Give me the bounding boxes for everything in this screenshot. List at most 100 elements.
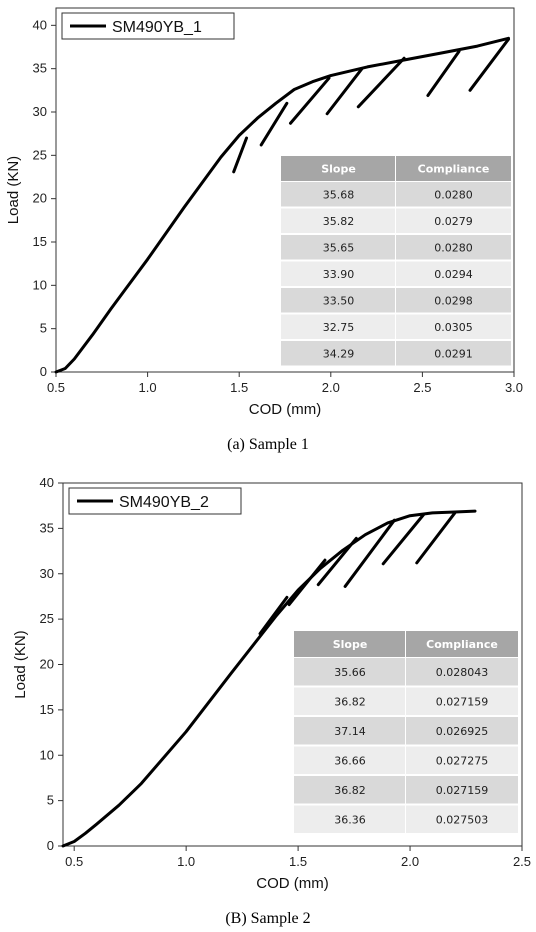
table-cell-compliance: 0.027159	[436, 784, 489, 797]
table-row-bg	[396, 235, 511, 260]
y-tick-label: 40	[33, 17, 47, 32]
table-header-cell-compliance	[396, 156, 511, 181]
chart-panel-sample-2: 0.5 1.0 1.5 2.0 2.5 0 5 10 15 20 25 30 35 40 COD (mm) L…	[0, 466, 536, 932]
unloading-segment-4	[343, 518, 396, 588]
table-cell-compliance: 0.0294	[434, 268, 473, 281]
x-axis-label: COD (mm)	[249, 401, 321, 418]
caption-sample-1: (a) Sample 1	[227, 436, 309, 453]
x-tick-label: 1.0	[177, 854, 195, 869]
x-tick-label: 1.5	[289, 854, 307, 869]
y-tick-label: 0	[40, 364, 47, 379]
table-header-cell-slope	[281, 156, 395, 181]
table-cell-compliance: 0.0280	[434, 188, 473, 201]
y-tick-label: 15	[33, 234, 47, 249]
table-row-bg	[294, 805, 405, 833]
unloading-segment-3	[316, 536, 358, 587]
x-tick-label: 3.0	[505, 380, 523, 395]
y-tick-label: 5	[40, 321, 47, 336]
table-cell-compliance: 0.0291	[434, 347, 473, 360]
table-row-bg	[396, 288, 511, 313]
y-tick-label: 30	[33, 104, 47, 119]
table-row-bg	[396, 261, 511, 286]
table-cell-slope: 36.82	[334, 695, 366, 708]
y-axis-label: Load (KN)	[5, 156, 22, 224]
y-tick-label: 30	[40, 566, 54, 581]
table-row-bg	[281, 314, 395, 339]
chart-panel-sample-1: 0.5 1.0 1.5 2.0 2.5 3.0 0 5 10 15 20 25 30 35 40 COD (m…	[5, 7, 523, 453]
table-cell-slope: 33.90	[323, 268, 355, 281]
table-cell-compliance: 0.027275	[436, 754, 489, 767]
table-cell-compliance: 0.0298	[434, 294, 473, 307]
table-row-bg	[406, 805, 518, 833]
table-cell-slope: 37.14	[334, 725, 366, 738]
y-tick-label: 20	[33, 191, 47, 206]
table-row-bg	[294, 717, 405, 745]
legend-label: SM490YB_1	[112, 19, 202, 36]
x-tick-label: 2.5	[413, 380, 431, 395]
y-tick-label: 25	[40, 611, 54, 626]
table-row-bg	[406, 687, 518, 715]
unloading-segment-6	[415, 511, 457, 565]
slope-compliance-table: Slope Compliance 35.66 0.028043 36.82 0.02715…	[294, 631, 518, 833]
table-cell-slope: 34.29	[323, 347, 355, 360]
y-tick-label: 20	[40, 657, 54, 672]
table-header-cell-slope	[294, 631, 405, 657]
table-row-bg	[281, 288, 395, 313]
table-row-bg	[396, 341, 511, 366]
legend: SM490YB_1	[61, 12, 235, 40]
table-row-bg	[294, 776, 405, 804]
table-row-bg	[281, 235, 395, 260]
y-tick-label: 0	[47, 838, 54, 853]
table-cell-slope: 35.82	[323, 215, 355, 228]
table-cell-slope: 32.75	[323, 321, 355, 334]
load-cod-chart-sample-1: 0.5 1.0 1.5 2.0 2.5 3.0 0 5 10 15 20 25 30 35 40 COD (m…	[5, 7, 523, 418]
table-cell-compliance: 0.027503	[436, 813, 489, 826]
x-axis-label: COD (mm)	[256, 875, 328, 892]
table-cell-slope: 35.65	[323, 241, 355, 254]
x-tick-label: 1.5	[230, 380, 248, 395]
y-tick-label: 10	[40, 747, 54, 762]
x-tick-label: 1.0	[139, 380, 157, 395]
series-line-SM490YB_2	[61, 509, 477, 848]
table-header-slope: Slope	[333, 638, 368, 651]
table-row-bg	[406, 776, 518, 804]
y-tick-label: 10	[33, 277, 47, 292]
table-cell-slope: 36.82	[334, 784, 366, 797]
unloading-segment-6	[426, 49, 461, 98]
table-row-bg	[396, 208, 511, 233]
table-header-compliance: Compliance	[426, 638, 498, 651]
table-row-bg	[406, 658, 518, 686]
unloading-segment-1	[232, 136, 249, 174]
table-cell-compliance: 0.0305	[434, 321, 473, 334]
table-header-cell-compliance	[406, 631, 518, 657]
table-row-bg	[281, 208, 395, 233]
table-cell-slope: 36.36	[334, 813, 366, 826]
x-tick-label: 2.0	[401, 854, 419, 869]
plot-frame	[55, 7, 515, 373]
caption-sample-2: (B) Sample 2	[225, 910, 311, 927]
legend-label: SM490YB_2	[119, 494, 209, 511]
unloading-segment-5	[356, 56, 406, 109]
unloading-segment-3	[288, 76, 331, 125]
table-cell-slope: 33.50	[323, 294, 355, 307]
x-tick-label: 0.5	[47, 380, 65, 395]
table-cell-slope: 36.66	[334, 754, 366, 767]
table-cell-slope: 35.66	[334, 666, 366, 679]
x-tick-label: 2.5	[513, 854, 531, 869]
table-row-bg	[294, 746, 405, 774]
y-tick-label: 25	[33, 147, 47, 162]
table-row-bg	[281, 341, 395, 366]
legend: SM490YB_2	[68, 487, 242, 515]
unloading-segment-4	[325, 67, 364, 116]
y-tick-label: 15	[40, 702, 54, 717]
table-header-slope: Slope	[321, 163, 356, 176]
y-tick-label: 5	[47, 793, 54, 808]
y-axis-label: Load (KN)	[12, 630, 29, 698]
y-tick-label: 40	[40, 475, 54, 490]
table-cell-compliance: 0.026925	[436, 725, 489, 738]
table-row-bg	[281, 182, 395, 207]
unloading-segment-7	[468, 37, 511, 92]
unloading-segment-2	[259, 101, 289, 147]
table-row-bg	[396, 182, 511, 207]
table-cell-slope: 35.68	[323, 188, 355, 201]
